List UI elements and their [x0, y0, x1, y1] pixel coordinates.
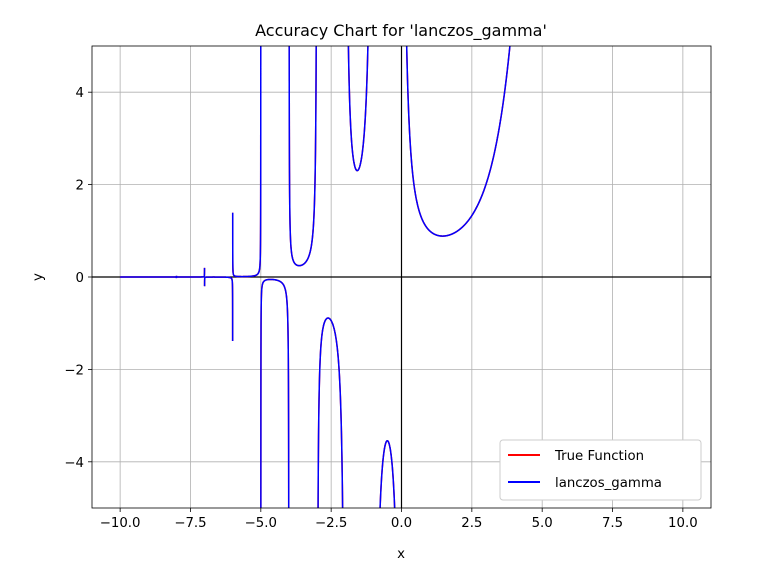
x-tick-label: −2.5 — [315, 516, 347, 531]
x-axis-label: x — [397, 547, 405, 562]
legend-box — [499, 439, 702, 501]
y-tick-label: 0 — [76, 271, 84, 286]
legend-label-lanczos-gamma: lanczos_gamma — [555, 476, 662, 491]
x-tick-label: 10.0 — [668, 516, 698, 531]
lanczos-gamma-line — [119, 46, 511, 508]
y-tick-label: 4 — [76, 86, 84, 101]
y-tick-label: −2 — [64, 363, 84, 378]
x-tick-label: 5.0 — [532, 516, 553, 531]
ticks: −10.0 −7.5 −5.0 −2.5 0.0 2.5 5.0 7.5 10.0 −4 −2 0 2 4 — [64, 86, 697, 531]
x-tick-label: 2.5 — [461, 516, 482, 531]
y-tick-label: −4 — [64, 456, 84, 471]
chart-title: Accuracy Chart for 'lanczos_gamma' — [255, 21, 547, 41]
x-tick-label: 0.0 — [391, 516, 412, 531]
x-tick-label: −7.5 — [174, 516, 206, 531]
x-tick-label: 7.5 — [602, 516, 623, 531]
legend: True Function lanczos_gamma — [499, 439, 702, 501]
y-tick-label: 2 — [76, 179, 84, 194]
x-tick-label: −10.0 — [100, 516, 141, 531]
series-layer — [119, 46, 511, 508]
legend-label-true-function: True Function — [554, 449, 644, 464]
x-tick-label: −5.0 — [245, 516, 277, 531]
y-axis-label: y — [31, 273, 46, 281]
